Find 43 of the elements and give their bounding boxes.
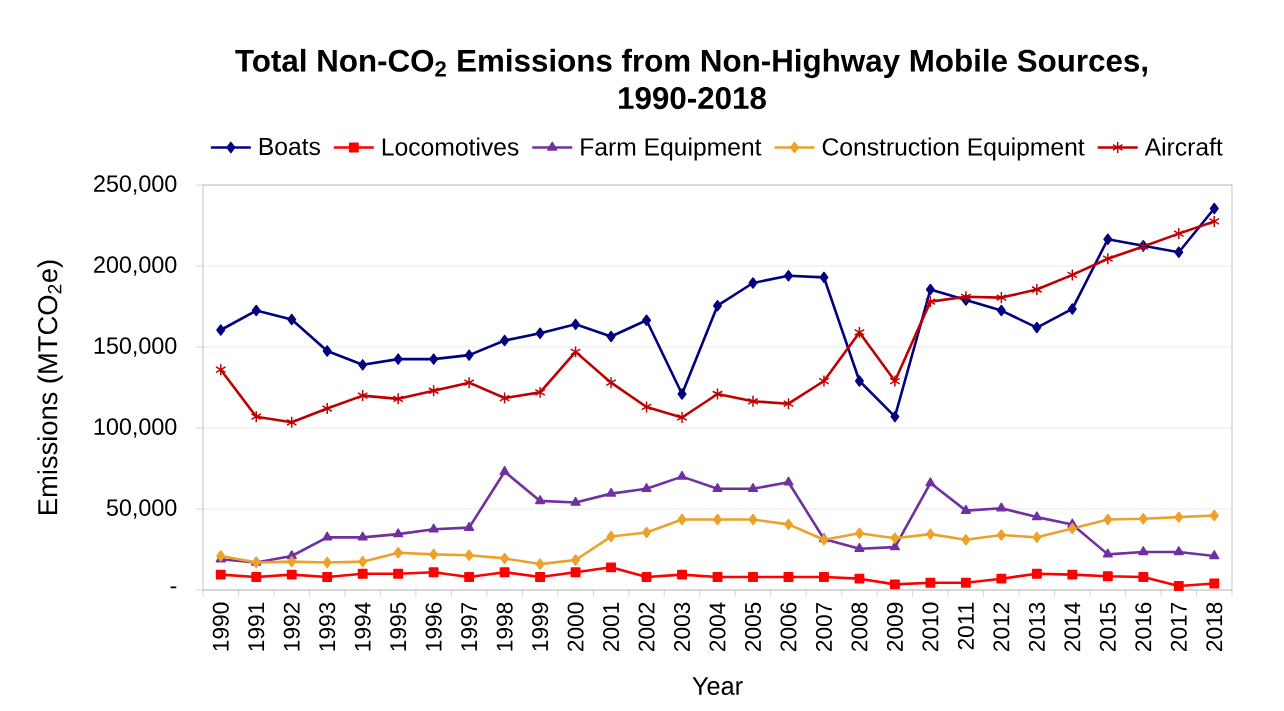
- x-tick-label: 1994: [354, 602, 371, 651]
- x-tick-label: 2018: [1206, 602, 1223, 651]
- x-tick-label: 2005: [744, 602, 762, 651]
- x-tick-label: 1997: [461, 602, 478, 651]
- x-tick-label: 1995: [390, 602, 407, 651]
- x-tick-label: 1990: [212, 602, 229, 651]
- x-tick-label: 2006: [780, 602, 797, 651]
- legend-label: Farm Equipment: [581, 137, 762, 161]
- x-tick-label: 1993: [319, 602, 336, 651]
- x-tick-label: 2001: [603, 602, 620, 651]
- x-tick-label: 2015: [1099, 602, 1116, 651]
- y-tick-label: -: [170, 586, 177, 589]
- x-tick-label: 2008: [851, 602, 868, 651]
- legend-label: Boats: [259, 137, 320, 156]
- x-tick-label: 1992: [283, 602, 300, 651]
- y-tick-label: 100,000: [94, 418, 177, 438]
- y-tick-label: 200,000: [94, 256, 177, 276]
- y-axis-title: Emissions (MTCO$_{2}$e): [37, 260, 63, 514]
- x-tick-label: 2002: [638, 602, 655, 651]
- x-tick-label: 1998: [496, 602, 513, 651]
- y-tick-label: 150,000: [94, 337, 177, 357]
- x-tick-label: 1991: [248, 602, 265, 651]
- legend-label: Construction Equipment: [822, 137, 1085, 161]
- x-tick-label: 2012: [993, 602, 1010, 651]
- x-tick-label: 2017: [1170, 602, 1187, 651]
- chart-title: Total Non-CO$_{2}$ Emissions from Non-Highway Mobile Sources, 1990-2018: [235, 48, 1147, 110]
- y-tick-label: 50,000: [106, 499, 177, 519]
- x-tick-label: 1996: [425, 602, 442, 651]
- x-tick-label: 2003: [674, 602, 691, 651]
- x-tick-label: 2009: [886, 602, 903, 651]
- x-tick-label: 2011: [957, 602, 974, 650]
- legend-label: Aircraft: [1144, 137, 1223, 156]
- x-tick-label: 2013: [1028, 602, 1045, 651]
- x-axis-title: Year: [692, 677, 743, 695]
- x-tick-label: 2000: [567, 602, 584, 651]
- x-tick-label: 1999: [532, 602, 549, 651]
- x-tick-label: 2010: [922, 602, 939, 651]
- x-tick-label: 2004: [709, 602, 726, 651]
- x-tick-label: 2016: [1135, 602, 1152, 651]
- y-tick-label: 250,000: [94, 175, 177, 195]
- legend-label: Locomotives: [382, 137, 519, 156]
- x-tick-label: 2014: [1064, 602, 1081, 651]
- x-tick-label: 2007: [815, 602, 832, 651]
